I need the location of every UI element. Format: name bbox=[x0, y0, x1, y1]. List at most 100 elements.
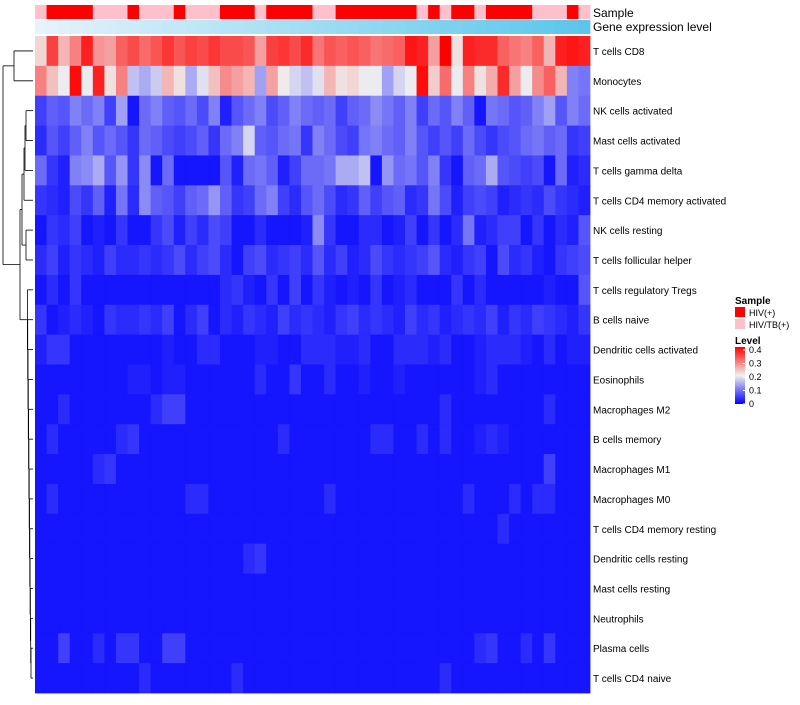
heatmap-cell bbox=[46, 394, 59, 425]
heatmap-cell bbox=[243, 663, 256, 694]
sample-annotation-cell bbox=[347, 5, 360, 19]
heatmap-cell bbox=[150, 304, 163, 336]
heatmap-cell bbox=[127, 155, 140, 186]
heatmap-cell bbox=[231, 424, 244, 455]
heatmap-cell bbox=[543, 454, 556, 485]
heatmap-cell bbox=[393, 65, 406, 97]
heatmap-cell bbox=[173, 513, 186, 545]
heatmap-cell bbox=[35, 513, 47, 545]
heatmap-cell bbox=[162, 36, 175, 67]
heatmap-cell bbox=[277, 573, 290, 604]
heatmap-cell bbox=[208, 274, 221, 306]
heatmap-cell bbox=[46, 245, 59, 276]
heatmap-cell bbox=[266, 633, 279, 664]
heatmap-cell bbox=[497, 663, 510, 694]
heatmap-cell bbox=[566, 274, 579, 306]
heatmap-cell bbox=[196, 125, 209, 156]
heatmap-cell bbox=[300, 274, 313, 306]
heatmap-cell bbox=[300, 543, 313, 574]
heatmap-cell bbox=[208, 364, 221, 395]
heatmap-cell bbox=[104, 65, 117, 97]
heatmap-cell bbox=[416, 65, 429, 97]
heatmap-cell bbox=[312, 663, 325, 694]
heatmap-cell bbox=[35, 304, 47, 336]
heatmap-cell bbox=[289, 483, 302, 515]
heatmap-cell bbox=[231, 36, 244, 67]
heatmap-cell bbox=[277, 95, 290, 126]
heatmap-cell bbox=[358, 155, 371, 186]
heatmap-cell bbox=[428, 304, 441, 336]
heatmap-cell bbox=[324, 483, 337, 515]
heatmap-cell bbox=[243, 304, 256, 336]
heatmap-cell bbox=[416, 573, 429, 604]
heatmap-cell bbox=[451, 364, 464, 395]
heatmap-cell bbox=[509, 513, 522, 545]
heatmap-cell bbox=[69, 185, 82, 216]
heatmap-cell bbox=[393, 454, 406, 485]
heatmap-cell bbox=[497, 543, 510, 574]
heatmap-cell bbox=[81, 95, 94, 126]
heatmap-cell bbox=[381, 454, 394, 485]
heatmap-cell bbox=[220, 215, 232, 246]
heatmap-cell bbox=[566, 394, 579, 425]
expression-annotation-cell bbox=[208, 20, 221, 34]
heatmap-cell bbox=[254, 483, 267, 515]
heatmap-cell bbox=[289, 603, 302, 634]
level-legend: Level 0.4 0.3 0.2 0.1 0 bbox=[735, 336, 762, 409]
heatmap-cell bbox=[578, 125, 591, 156]
heatmap-cell bbox=[81, 215, 94, 246]
heatmap-cell bbox=[474, 424, 487, 455]
heatmap-cell bbox=[509, 573, 522, 604]
heatmap-cell bbox=[543, 543, 556, 574]
heatmap-cell bbox=[243, 454, 256, 485]
heatmap-cell bbox=[405, 543, 417, 574]
heatmap-cell bbox=[474, 663, 487, 694]
heatmap-cell bbox=[277, 36, 290, 67]
heatmap-cell bbox=[428, 364, 441, 395]
heatmap-cell bbox=[416, 185, 429, 216]
heatmap-cell bbox=[543, 125, 556, 156]
expression-annotation-cell bbox=[543, 20, 556, 34]
heatmap-cell bbox=[162, 424, 175, 455]
heatmap-cell bbox=[497, 245, 510, 276]
heatmap-cell bbox=[439, 215, 452, 246]
heatmap-cell bbox=[335, 125, 348, 156]
heatmap-cell bbox=[69, 364, 82, 395]
heatmap-cell bbox=[254, 394, 267, 425]
heatmap-cell bbox=[266, 334, 279, 365]
expression-annotation-cell bbox=[289, 20, 302, 34]
heatmap-cell bbox=[428, 513, 441, 545]
heatmap-cell bbox=[324, 65, 337, 97]
heatmap-cell bbox=[335, 483, 348, 515]
heatmap-cell bbox=[335, 424, 348, 455]
row-label: Eosinophils bbox=[593, 375, 644, 386]
heatmap-cell bbox=[324, 364, 337, 395]
heatmap-cell bbox=[243, 125, 256, 156]
heatmap-cell bbox=[196, 334, 209, 365]
heatmap-cell bbox=[196, 36, 209, 67]
heatmap-cell bbox=[243, 513, 256, 545]
heatmap-cell bbox=[439, 364, 452, 395]
heatmap-cell bbox=[300, 185, 313, 216]
heatmap-cell bbox=[196, 573, 209, 604]
heatmap-cell bbox=[254, 513, 267, 545]
heatmap-cell bbox=[127, 454, 140, 485]
heatmap-cell bbox=[520, 215, 533, 246]
heatmap-cell bbox=[555, 543, 568, 574]
heatmap-cell bbox=[393, 483, 406, 515]
heatmap-cell bbox=[208, 245, 221, 276]
level-legend-colorbar bbox=[735, 347, 745, 404]
sample-annotation-cell bbox=[69, 5, 82, 19]
heatmap-cell bbox=[358, 334, 371, 365]
heatmap-cell bbox=[578, 185, 591, 216]
heatmap-cell bbox=[347, 245, 360, 276]
heatmap-cell bbox=[92, 95, 105, 126]
heatmap-cell bbox=[231, 513, 244, 545]
heatmap-cell bbox=[46, 603, 59, 634]
heatmap-cell bbox=[474, 603, 487, 634]
heatmap-cell bbox=[520, 245, 533, 276]
heatmap-cell bbox=[312, 633, 325, 664]
heatmap-cell bbox=[69, 304, 82, 336]
heatmap-cell bbox=[347, 36, 360, 67]
heatmap-cell bbox=[162, 454, 175, 485]
